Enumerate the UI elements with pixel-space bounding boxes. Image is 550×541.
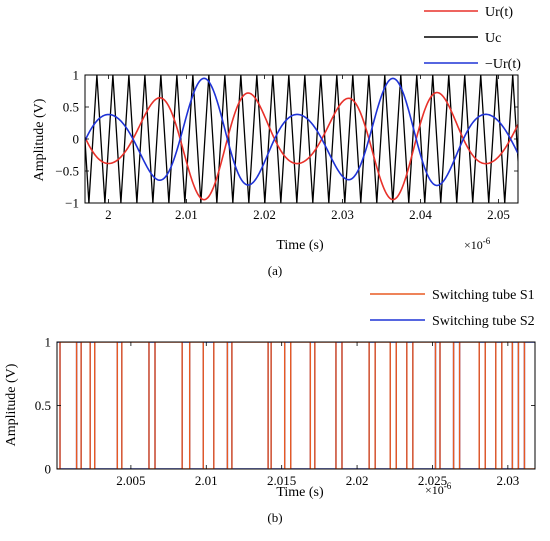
x-tick-label: 2.05 — [487, 207, 510, 222]
y-tick-label: 1 — [45, 335, 52, 350]
x-tick-label: 2.01 — [195, 473, 218, 488]
y-tick-label: −1 — [65, 196, 79, 211]
xlabel-b: Time (s) — [276, 485, 324, 500]
series-s2 — [57, 342, 535, 469]
x-tick-label: 2.02 — [346, 473, 369, 488]
series-ur — [85, 91, 518, 201]
y-tick-label: 1 — [73, 68, 80, 83]
y-tick-label: 0 — [45, 462, 52, 477]
series-neg-ur — [85, 77, 518, 187]
ylabel-b: Amplitude (V) — [4, 363, 19, 446]
legend-entry: Switching tube S1 — [432, 288, 535, 303]
legend-entry: Ur(t) — [485, 5, 513, 20]
legend-entry: −Ur(t) — [485, 57, 521, 72]
x-tick-label: 2.04 — [409, 207, 432, 222]
panel-b: Switching tube S1 Switching tube S2 2.005… — [4, 288, 536, 525]
plot-a-series — [85, 75, 518, 203]
series-s1 — [57, 342, 535, 469]
legend-b: Switching tube S1 Switching tube S2 — [370, 288, 535, 329]
x-tick-label: 2.03 — [331, 207, 354, 222]
x-tick-label: 2.03 — [496, 473, 519, 488]
y-tick-label: −0.5 — [55, 164, 79, 179]
series-uc — [85, 75, 518, 203]
x-multiplier-a: ×10-6 — [464, 236, 491, 252]
legend-entry: Uc — [485, 31, 501, 46]
ticks-a: 2 2.01 2.02 2.03 2.04 2.05 −1 −0.5 0 0.5 1 — [55, 68, 518, 222]
y-tick-label: 0.5 — [63, 100, 79, 115]
x-tick-label: 2.015 — [267, 473, 296, 488]
xlabel-a: Time (s) — [276, 238, 324, 253]
plot-b-series — [57, 342, 535, 469]
axes-frame-b — [56, 341, 536, 470]
x-tick-label: 2.01 — [175, 207, 198, 222]
legend-a: Ur(t) Uc −Ur(t) — [424, 5, 521, 72]
ticks-b: 2.005 2.01 2.015 2.02 2.025 2.03 0 0.5 1 — [35, 335, 535, 488]
x-multiplier-b: ×10-6 — [425, 481, 452, 497]
x-tick-label: 2 — [105, 207, 112, 222]
panel-a: Ur(t) Uc −Ur(t) 2 2.01 2.02 2.03 2.04 2.05 −1 −0.… — [32, 5, 521, 278]
x-tick-label: 2.02 — [253, 207, 276, 222]
ylabel-a: Amplitude (V) — [32, 98, 47, 181]
legend-entry: Switching tube S2 — [432, 314, 535, 329]
caption-a: (a) — [268, 263, 282, 278]
y-tick-label: 0.5 — [35, 398, 51, 413]
caption-b: (b) — [267, 510, 282, 525]
x-tick-label: 2.005 — [116, 473, 145, 488]
x-tick-label: 2.025 — [418, 473, 447, 488]
y-tick-label: 0 — [73, 132, 80, 147]
